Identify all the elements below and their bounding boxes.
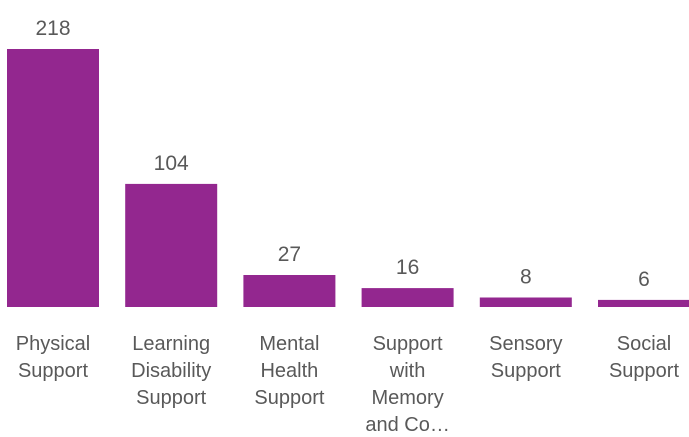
category-label-line: and Co… bbox=[365, 414, 450, 436]
category-labels-group: Physical Support Learning Disability Support… bbox=[16, 333, 680, 436]
category-label-line: Disability bbox=[131, 360, 211, 382]
category-label-3: Support with Memory and Co… bbox=[365, 333, 450, 436]
category-label-line: with bbox=[389, 360, 426, 382]
category-label-4: Sensory Support bbox=[489, 333, 562, 382]
category-label-5: Social Support bbox=[609, 333, 679, 382]
category-label-line: Support bbox=[373, 333, 443, 355]
category-label-1: Learning Disability Support bbox=[131, 333, 211, 409]
category-label-line: Sensory bbox=[489, 333, 562, 355]
bar-value-label-1: 104 bbox=[154, 152, 189, 175]
category-label-line: Memory bbox=[371, 387, 443, 409]
category-label-line: Support bbox=[254, 387, 324, 409]
bar-value-label-3: 16 bbox=[396, 256, 419, 279]
bar-value-label-5: 6 bbox=[638, 268, 650, 291]
category-label-line: Support bbox=[491, 360, 561, 382]
bar-4 bbox=[479, 297, 572, 307]
bar-value-label-0: 218 bbox=[35, 17, 70, 40]
category-label-2: Mental Health Support bbox=[254, 333, 324, 409]
value-labels-group: 218 104 27 16 8 6 bbox=[35, 17, 649, 291]
category-label-line: Support bbox=[18, 360, 88, 382]
category-label-line: Learning bbox=[132, 333, 210, 355]
category-label-line: Support bbox=[609, 360, 679, 382]
bar-value-label-2: 27 bbox=[278, 243, 301, 266]
bar-5 bbox=[598, 299, 689, 307]
category-label-line: Physical bbox=[16, 333, 90, 355]
category-label-line: Social bbox=[617, 333, 671, 355]
bars-group bbox=[7, 49, 689, 307]
bar-3 bbox=[361, 288, 454, 307]
category-label-line: Support bbox=[136, 387, 206, 409]
bar-1 bbox=[125, 183, 218, 307]
category-label-0: Physical Support bbox=[16, 333, 90, 382]
bar-2 bbox=[243, 275, 336, 307]
category-label-line: Health bbox=[260, 360, 318, 382]
category-label-line: Mental bbox=[259, 333, 319, 355]
bar-value-label-4: 8 bbox=[520, 266, 532, 289]
bar-0 bbox=[7, 49, 99, 307]
